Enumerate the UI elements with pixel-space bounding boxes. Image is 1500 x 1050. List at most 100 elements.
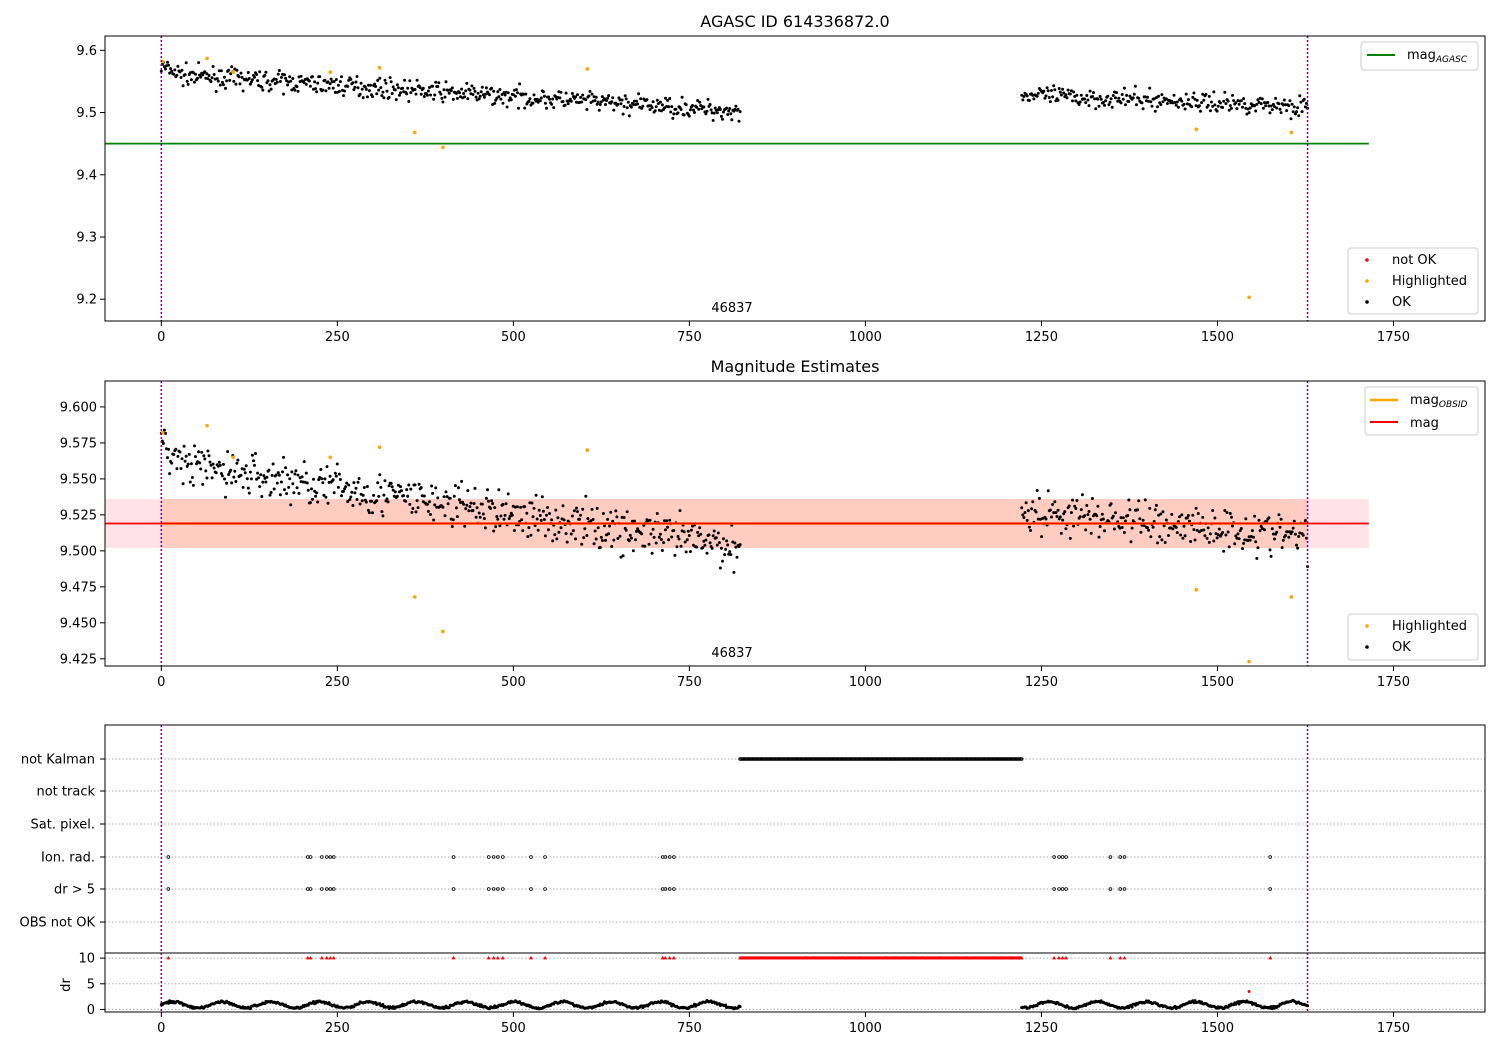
ok-point: [559, 90, 563, 94]
ok-point: [223, 75, 226, 79]
ok-point: [419, 486, 423, 490]
ok-point: [608, 524, 612, 528]
ok-point: [1193, 97, 1197, 101]
ok-point: [481, 512, 485, 516]
ok-point: [391, 85, 395, 89]
ok-point: [728, 550, 732, 554]
ok-point: [1229, 106, 1233, 110]
ok-point: [1254, 109, 1258, 113]
ion-rad-marker: [663, 855, 668, 859]
ok-point: [1114, 96, 1117, 100]
x-tick-label: 250: [325, 675, 350, 690]
ok-point: [569, 99, 573, 103]
ok-point: [218, 83, 222, 87]
ion-rad-marker: [1057, 855, 1061, 859]
ok-point: [1074, 99, 1078, 103]
ok-point: [288, 477, 292, 481]
ok-point: [1275, 106, 1279, 110]
ok-point: [1196, 512, 1200, 515]
ok-point: [1224, 533, 1228, 537]
ok-point: [1194, 506, 1198, 510]
ok-point: [1247, 111, 1251, 115]
ok-point: [166, 60, 169, 64]
ok-point: [636, 102, 640, 106]
ok-point: [542, 94, 546, 98]
x-tick-label: 500: [501, 675, 526, 690]
ok-point: [184, 454, 188, 458]
ok-point: [1079, 93, 1083, 97]
ion-rad-marker: [451, 855, 456, 859]
ion-rad-marker: [1122, 855, 1127, 859]
ok-point: [432, 518, 436, 522]
ok-point: [360, 499, 364, 503]
ok-point: [641, 104, 645, 108]
ok-point: [1138, 517, 1142, 521]
ok-point: [1111, 94, 1115, 97]
legend-agasc-sub: AGASC: [1435, 55, 1468, 65]
ok-point: [228, 78, 232, 82]
dr-gt5-marker: [672, 887, 676, 891]
legend-highlighted-label: Highlighted: [1392, 274, 1467, 289]
not-kalman-marker: [1011, 757, 1016, 761]
ok-point: [1228, 104, 1232, 108]
ok-point: [379, 86, 383, 90]
ok-point: [1227, 545, 1231, 549]
ok-point: [718, 108, 722, 111]
ok-point: [501, 101, 505, 105]
ok-point: [662, 541, 665, 545]
highlighted-point: [441, 629, 445, 634]
ok-point: [199, 75, 203, 79]
ok-point: [1045, 86, 1049, 90]
ok-point: [246, 71, 250, 74]
ok-point: [1054, 511, 1058, 515]
ok-point: [1119, 101, 1123, 105]
ion-rad-marker: [667, 855, 672, 859]
ok-point: [1221, 106, 1225, 109]
ok-point: [419, 92, 423, 96]
ok-point: [1118, 526, 1122, 530]
ok-point: [679, 544, 683, 548]
ok-point: [1075, 499, 1079, 502]
ok-point: [313, 80, 317, 84]
ok-point: [1254, 540, 1258, 544]
dr-gt5-marker: [1060, 887, 1065, 891]
ok-point: [1242, 97, 1246, 101]
ok-point: [711, 118, 715, 122]
ok-point: [621, 112, 625, 116]
ok-point: [326, 501, 330, 505]
ok-point: [250, 453, 254, 457]
ok-point: [248, 470, 252, 474]
ok-point: [281, 470, 284, 474]
not-kalman-marker: [804, 757, 809, 761]
ok-point: [482, 517, 486, 520]
ok-point: [1160, 93, 1164, 97]
ok-point: [214, 90, 218, 93]
ok-point: [380, 510, 384, 514]
ok-point: [1109, 502, 1113, 506]
ok-point: [364, 87, 368, 91]
ok-point: [671, 116, 675, 120]
ok-point: [1122, 86, 1126, 90]
ok-point: [371, 511, 374, 515]
ok-point: [658, 532, 662, 536]
ok-point: [1186, 98, 1190, 102]
ok-point: [583, 527, 587, 531]
dr-clipped-marker: [1057, 955, 1061, 960]
ok-point: [479, 90, 483, 94]
ok-point: [497, 488, 501, 492]
ok-point: [1084, 101, 1088, 105]
ok-point: [1089, 531, 1093, 535]
ok-point: [601, 512, 605, 515]
ok-point: [209, 80, 213, 84]
ok-point: [466, 489, 470, 493]
ok-point: [426, 509, 430, 513]
ok-point: [543, 101, 547, 105]
ok-point: [191, 483, 195, 487]
highlighted-point: [1194, 587, 1199, 592]
ok-point: [655, 512, 659, 515]
not-kalman-marker: [850, 757, 855, 761]
ok-point: [327, 86, 331, 90]
ok-point: [1256, 546, 1260, 550]
ok-point: [1286, 530, 1290, 534]
not-kalman-marker: [842, 757, 847, 761]
